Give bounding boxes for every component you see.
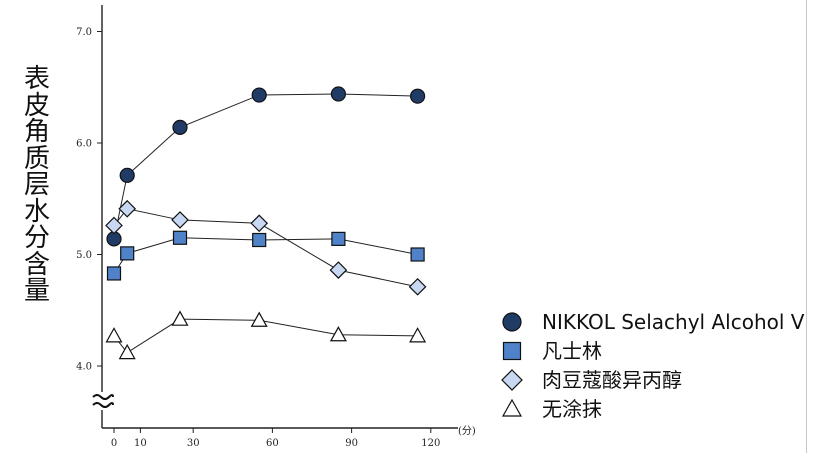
y-axis-label-char: 分 (23, 223, 50, 253)
y-axis-label-char: 表 (23, 64, 50, 94)
x-tick-label: 60 (266, 438, 279, 449)
data-point-circle (410, 88, 426, 104)
data-point-triangle (409, 327, 427, 343)
legend-marker-triangle (501, 398, 523, 417)
data-point-circle (119, 167, 135, 183)
data-point-diamond (329, 261, 348, 279)
data-point-square (331, 231, 346, 246)
x-tick-label: 30 (187, 438, 200, 449)
legend-entry-label: 肉豆蔻酸异丙醇 (542, 368, 682, 392)
data-point-square (252, 232, 267, 248)
axis-break-mark (92, 394, 114, 400)
data-point-diamond (105, 216, 123, 235)
y-tick-label: 7.0 (76, 27, 92, 38)
y-axis-label-char: 含 (23, 249, 50, 280)
y-tick-label: 5.0 (76, 250, 92, 261)
data-point-circle (330, 86, 346, 102)
legend-entry-label: 无涂抹 (542, 397, 602, 421)
data-point-diamond (250, 214, 269, 233)
axis-break-mark (92, 402, 114, 408)
image-edge-divider (806, 0, 807, 453)
data-point-triangle (171, 310, 189, 326)
y-axis-label-char: 皮 (23, 90, 50, 121)
y-axis-label-char: 量 (23, 276, 50, 306)
data-point-square (120, 246, 135, 261)
data-point-triangle (250, 311, 268, 327)
y-tick-label: 6.0 (76, 139, 92, 150)
data-point-square (172, 230, 188, 245)
y-tick-label: 4.0 (76, 362, 92, 373)
data-point-diamond (118, 199, 137, 218)
data-point-square (106, 266, 122, 281)
series-line-0 (113, 93, 418, 239)
y-axis-label-char: 角 (23, 117, 50, 147)
data-point-triangle (118, 343, 136, 360)
data-point-square (410, 247, 425, 262)
chart-axes: 4.0 5.0 6.0 7.0 0 10 30 60 90 120 (分) (76, 5, 476, 449)
x-tick-label: 10 (134, 438, 147, 449)
legend-marker-circle (502, 312, 522, 332)
x-tick-label: 90 (345, 438, 358, 449)
y-axis-label-char: 水 (23, 196, 50, 227)
data-point-triangle (105, 327, 123, 343)
legend-entry-label: NIKKOL Selachyl Alcohol V (542, 310, 805, 334)
series-line-2 (113, 208, 418, 288)
y-axis-label-char: 质 (23, 143, 50, 174)
x-tick-label: 120 (421, 438, 440, 449)
data-point-triangle (329, 326, 347, 342)
legend-entry-label: 凡士林 (542, 339, 602, 363)
data-point-circle (172, 119, 188, 135)
x-tick-label: 0 (111, 438, 117, 449)
series-markers (105, 86, 427, 360)
data-point-diamond (408, 277, 427, 296)
y-axis-label-char: 层 (23, 170, 50, 200)
y-axis-label: 表皮角质层水分含量 (20, 66, 54, 305)
data-point-diamond (171, 211, 189, 229)
x-axis-unit: (分) (458, 425, 476, 437)
legend-marker-square (502, 341, 522, 361)
data-point-circle (251, 87, 267, 103)
legend-marker-diamond (501, 369, 523, 391)
